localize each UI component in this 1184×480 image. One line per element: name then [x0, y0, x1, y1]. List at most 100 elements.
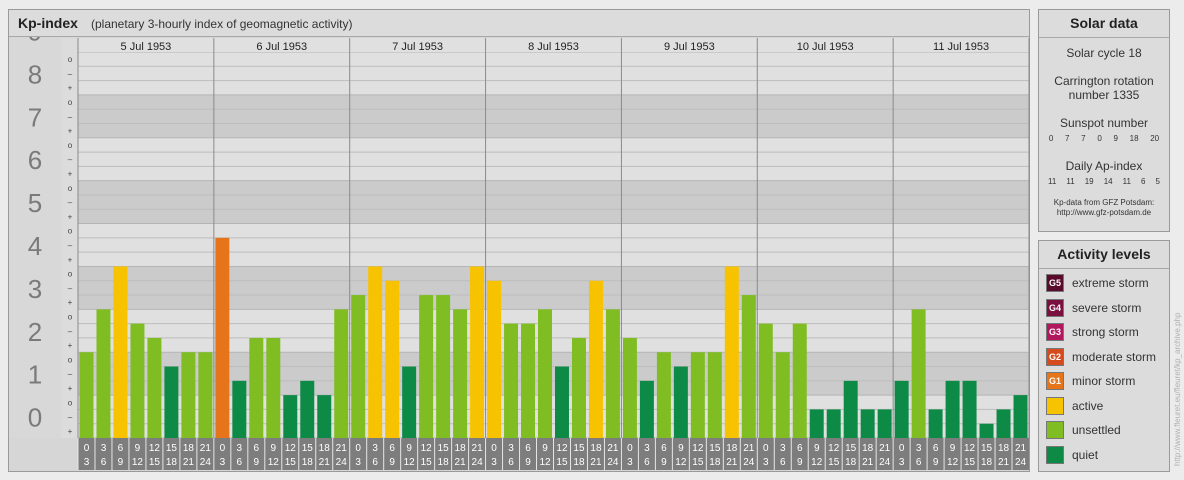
- legend-item: G3 strong storm: [1046, 323, 1139, 341]
- ap-value: 19: [1084, 177, 1094, 186]
- time-start-label: 12: [285, 443, 297, 454]
- time-start-label: 15: [166, 443, 178, 454]
- time-end-label: 15: [285, 457, 297, 468]
- time-end-label: 24: [1015, 457, 1027, 468]
- day-label: 6 Jul 1953: [256, 41, 307, 53]
- y-tick-label: 2: [28, 317, 42, 347]
- kp-bar: [470, 266, 485, 438]
- level-band: [9, 137, 1029, 181]
- legend-swatch: G2: [1046, 347, 1064, 366]
- time-end-label: 12: [811, 457, 823, 468]
- kp-bar: [571, 337, 586, 438]
- kp-bar: [605, 309, 620, 438]
- kp-bar: [521, 323, 536, 438]
- minor-tick-label: o: [68, 55, 73, 64]
- time-end-label: 12: [675, 457, 687, 468]
- time-start-label: 9: [678, 443, 684, 454]
- time-start-label: 3: [508, 443, 514, 454]
- ap-value: 11: [1066, 177, 1075, 186]
- chart-subtitle: (planetary 3-hourly index of geomagnetic…: [91, 17, 353, 31]
- time-end-label: 21: [455, 457, 467, 468]
- time-end-label: 24: [879, 457, 891, 468]
- carrington-line1: Carrington rotation: [1054, 74, 1154, 88]
- time-start-label: 6: [933, 443, 939, 454]
- day-label: 7 Jul 1953: [392, 41, 443, 53]
- time-end-label: 21: [590, 457, 602, 468]
- minor-tick-label: –: [68, 198, 73, 207]
- legend-swatch: G4: [1046, 298, 1064, 317]
- minor-tick-label: +: [68, 298, 73, 307]
- time-start-label: 6: [118, 443, 124, 454]
- time-end-label: 24: [743, 457, 755, 468]
- time-start-label: 18: [590, 443, 602, 454]
- y-label-column: [9, 38, 61, 438]
- time-end-label: 21: [998, 457, 1010, 468]
- minor-tick-label: –: [68, 155, 73, 164]
- time-end-label: 18: [573, 457, 585, 468]
- time-start-label: 18: [455, 443, 467, 454]
- y-tick-label: 8: [28, 59, 42, 89]
- minor-tick-label: +: [68, 427, 73, 436]
- kp-bar: [894, 380, 909, 438]
- legend-swatch: [1046, 445, 1064, 464]
- time-end-label: 24: [336, 457, 348, 468]
- time-start-label: 18: [319, 443, 331, 454]
- sunspot-value: 18: [1129, 134, 1139, 143]
- time-end-label: 18: [981, 457, 993, 468]
- time-start-label: 21: [200, 443, 212, 454]
- time-start-label: 6: [797, 443, 803, 454]
- minor-tick-label: o: [68, 227, 73, 236]
- time-end-label: 18: [302, 457, 314, 468]
- time-start-label: 12: [692, 443, 704, 454]
- carrington-line2: number 1335: [1068, 88, 1140, 102]
- minor-tick-label: o: [68, 398, 73, 407]
- ap-title: Daily Ap-index: [1065, 159, 1143, 173]
- solar-data-panel: Solar data Solar cycle 18 Carrington rot…: [1038, 9, 1170, 232]
- activity-levels-panel: Activity levels G5 extreme storm G4 severe …: [1038, 240, 1170, 472]
- time-end-label: 3: [627, 457, 633, 468]
- minor-tick-label: +: [68, 170, 73, 179]
- time-end-label: 3: [763, 457, 769, 468]
- kp-bar: [775, 352, 790, 438]
- time-end-label: 6: [372, 457, 378, 468]
- time-start-label: 6: [389, 443, 395, 454]
- time-start-label: 15: [845, 443, 857, 454]
- time-start-label: 18: [862, 443, 874, 454]
- kp-bar: [351, 295, 366, 438]
- minor-tick-label: o: [68, 312, 73, 321]
- minor-tick-label: o: [68, 98, 73, 107]
- kp-chart-panel: 0123456789+–o+–o+–o+–o+–o+–o+–o+–o+–o5 J…: [8, 9, 1030, 472]
- minor-tick-label: –: [68, 284, 73, 293]
- y-tick-label: 5: [28, 188, 42, 218]
- time-start-label: 3: [780, 443, 786, 454]
- time-start-label: 21: [743, 443, 755, 454]
- data-source-link[interactable]: http://www.gfz-potsdam.de: [1056, 208, 1152, 217]
- time-start-label: 15: [302, 443, 314, 454]
- time-start-label: 9: [950, 443, 956, 454]
- kp-bar: [860, 409, 875, 438]
- kp-bar: [504, 323, 519, 438]
- time-end-label: 21: [319, 457, 331, 468]
- legend-item: G4 severe storm: [1046, 298, 1141, 317]
- kp-bar: [877, 409, 892, 438]
- legend-label: moderate storm: [1072, 349, 1157, 364]
- minor-tick-label: –: [68, 413, 73, 422]
- time-end-label: 9: [933, 457, 939, 468]
- date-row: [78, 38, 1029, 52]
- minor-tick-label: o: [68, 141, 73, 150]
- time-end-label: 6: [237, 457, 243, 468]
- sunspot-title: Sunspot number: [1059, 116, 1149, 130]
- time-start-label: 3: [372, 443, 378, 454]
- time-start-label: 12: [149, 443, 161, 454]
- day-label: 11 Jul 1953: [933, 41, 989, 53]
- day-label: 10 Jul 1953: [797, 41, 854, 53]
- minor-tick-label: +: [68, 127, 73, 136]
- chart-title: Kp-index: [18, 15, 78, 31]
- time-start-label: 15: [709, 443, 721, 454]
- time-start-label: 21: [336, 443, 348, 454]
- time-end-label: 12: [539, 457, 551, 468]
- kp-bar: [911, 309, 926, 438]
- time-start-label: 9: [406, 443, 412, 454]
- time-end-label: 9: [797, 457, 803, 468]
- time-end-label: 9: [661, 457, 667, 468]
